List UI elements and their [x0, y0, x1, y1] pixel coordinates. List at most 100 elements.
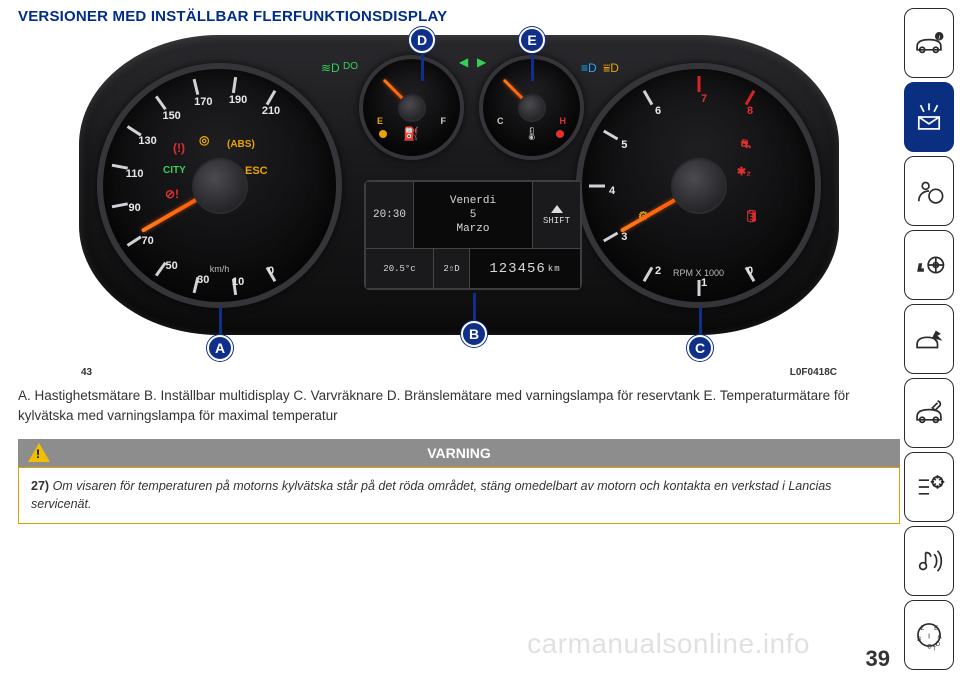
svg-text:T: T — [932, 646, 936, 652]
md-outside-temp: 20.5°c — [366, 249, 434, 288]
svg-text:Z: Z — [921, 626, 925, 632]
speedo-unit: km/h — [210, 264, 230, 274]
speedo-tick-label: 0 — [268, 265, 274, 277]
airbag-warning-icon: ✱₂ — [737, 165, 751, 178]
temp-hot-label: H — [560, 116, 567, 126]
tacho-tick-label: 1 — [701, 277, 707, 289]
md-shift-label: SHIFT — [543, 216, 570, 226]
callout-c-label: C — [687, 335, 713, 361]
page-number: 39 — [866, 646, 890, 672]
warning-body: 27) Om visaren för temperaturen på motor… — [18, 467, 900, 524]
speedometer: 0 10 30 50 70 90 110 130 150 170 190 210 (!) ◎ (ABS… — [97, 63, 342, 308]
high-temp-warning-icon — [556, 130, 564, 138]
fuel-hub — [398, 94, 426, 122]
speedo-tick-label: 30 — [197, 274, 209, 286]
speedo-tick-label: 50 — [166, 260, 178, 272]
callout-e-label: E — [519, 27, 545, 53]
md-odo-unit: km — [548, 264, 561, 274]
section-title: VERSIONER MED INSTÄLLBAR FLERFUNKTIONSDI… — [18, 8, 900, 25]
md-odo: 123456 — [489, 261, 545, 277]
figure-number: 43 — [81, 367, 92, 378]
tab-settings-list[interactable] — [904, 452, 954, 522]
tab-collision[interactable] — [904, 304, 954, 374]
figure-legend: A. Hastighetsmätare B. Inställbar multid… — [18, 386, 900, 425]
general-warning-icon: ⊘! — [165, 187, 179, 201]
tab-vehicle-info[interactable]: i — [904, 8, 954, 78]
speedo-tick-label: 10 — [232, 276, 244, 288]
tacho-tick-label: 7 — [701, 93, 707, 105]
callout-d-label: D — [409, 27, 435, 53]
callout-c: C — [687, 307, 713, 361]
tacho-tick-label: 0 — [747, 265, 753, 277]
svg-text:D: D — [936, 642, 940, 648]
callout-b-label: B — [461, 321, 487, 347]
warning-number: 27) — [31, 479, 49, 493]
drl-indicator: DO — [343, 61, 358, 72]
tab-index[interactable]: Z EADCB IT — [904, 600, 954, 670]
warning-text: Om visaren för temperaturen på motorns k… — [31, 479, 831, 511]
speedo-tick-label: 110 — [126, 168, 144, 180]
thermometer-icon: 🌡 — [523, 126, 540, 142]
tacho-unit: RPM X 1000 — [673, 268, 724, 278]
figure: D E ≋D DO ◀ ▶ ≡D ⩸D 01030507090110130150… — [79, 35, 839, 378]
shift-up-icon — [551, 205, 563, 213]
tacho-tick-label: 2 — [655, 265, 661, 277]
speedo-tick-label: 190 — [229, 94, 247, 106]
tachometer: 012345678 ⛐ ✱₂ ⚙ 🛢 RPM X 1000 — [576, 63, 821, 308]
warning-triangle-icon — [28, 443, 50, 462]
speedo-tick-label: 170 — [194, 96, 212, 108]
svg-text:I: I — [928, 631, 930, 640]
fuel-empty-label: E — [377, 116, 383, 126]
tacho-tick-label: 6 — [655, 105, 661, 117]
speedo-tick-label: 150 — [162, 110, 180, 122]
callout-e: E — [519, 27, 545, 81]
speedo-tick-label: 210 — [262, 105, 280, 117]
temp-cold-label: C — [497, 116, 504, 126]
tab-lights-messages[interactable] — [904, 82, 954, 152]
svg-text:C: C — [927, 645, 932, 651]
svg-text:A: A — [938, 634, 942, 640]
watermark: carmanualsonline.info — [527, 628, 810, 660]
md-gear: 2⇧D — [434, 249, 470, 288]
esc-indicator: ESC — [245, 165, 268, 177]
temp-hub — [518, 94, 546, 122]
tab-media[interactable] — [904, 526, 954, 596]
turn-left-indicator: ◀ — [459, 55, 468, 69]
speedo-tick-label: 70 — [141, 235, 153, 247]
figure-code: L0F0418C — [790, 367, 837, 378]
callout-d: D — [409, 27, 435, 81]
tacho-tick-label: 8 — [747, 105, 753, 117]
svg-text:E: E — [934, 626, 938, 632]
abs-warning-icon: (ABS) — [227, 139, 255, 150]
callout-a-label: A — [207, 335, 233, 361]
warning-header: VARNING — [18, 439, 900, 467]
speedo-hub — [192, 158, 248, 214]
md-day: Venerdi — [450, 195, 496, 207]
city-indicator: CITY — [163, 165, 186, 176]
callout-b: B — [461, 293, 487, 347]
fuel-pump-icon: ⛽ — [403, 126, 419, 142]
brake-warning-icon: (!) — [173, 141, 185, 155]
tab-key-steering[interactable] — [904, 230, 954, 300]
turn-right-indicator: ▶ — [477, 55, 486, 69]
tacho-tick-label: 5 — [621, 139, 627, 151]
tab-airbag[interactable] — [904, 156, 954, 226]
tacho-tick-label: 4 — [609, 185, 615, 197]
instrument-cluster: ≋D DO ◀ ▶ ≡D ⩸D 010305070901101301501701… — [79, 35, 839, 335]
fuel-full-label: F — [441, 116, 447, 126]
speedo-tick-label: 130 — [138, 135, 156, 147]
low-fuel-warning-icon — [379, 130, 387, 138]
tab-service[interactable] — [904, 378, 954, 448]
tacho-tick-label: 3 — [621, 231, 627, 243]
oil-warning-icon: 🛢 — [744, 209, 759, 223]
speedo-tick-label: 90 — [129, 202, 141, 214]
tacho-hub — [671, 158, 727, 214]
md-date-num: 5 — [470, 209, 477, 221]
multidisplay: 20:30 Venerdi 5 Marzo SHIFT 20.5°c 2⇧D — [364, 180, 582, 290]
svg-text:B: B — [917, 637, 921, 643]
callout-a: A — [207, 307, 233, 361]
steering-warning-icon: ◎ — [199, 133, 209, 147]
warning-header-text: VARNING — [427, 445, 491, 461]
side-tabbar: i Z EADCB IT — [904, 8, 954, 670]
md-month: Marzo — [456, 223, 489, 235]
